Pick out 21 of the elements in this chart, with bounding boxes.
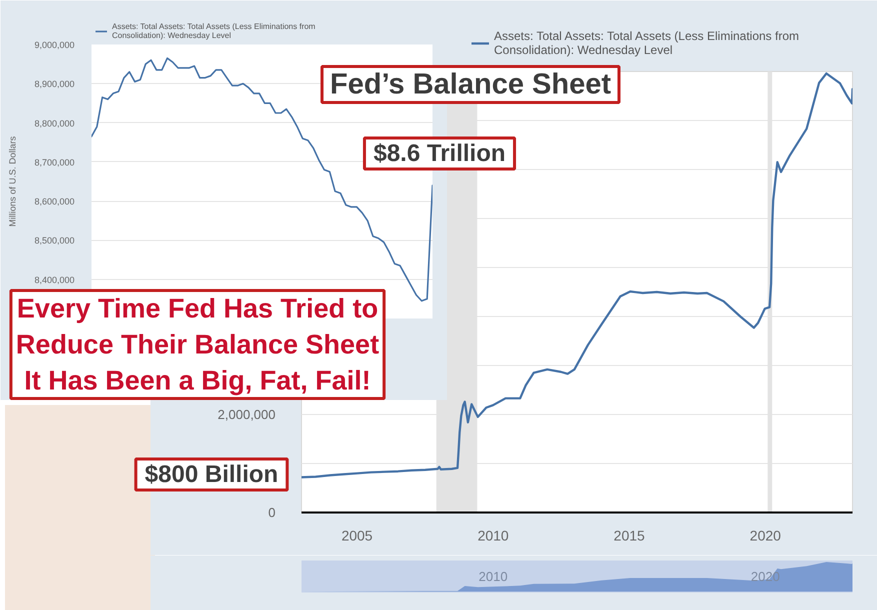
y-tick-label: 8,900,000 xyxy=(34,79,75,90)
y-tick-label: 8,600,000 xyxy=(34,196,75,207)
x-tick-label: 2010 xyxy=(478,569,508,584)
y-tick-label: 8,700,000 xyxy=(34,157,75,168)
annotation: Every Time Fed Has Tried to Reduce Their Balance Sheet It Has Been a Big, Fat, Fail! xyxy=(16,294,380,396)
y-tick-label: 8,500,000 xyxy=(34,236,75,246)
y-axis-title: Millions of U.S. Dollars xyxy=(7,136,18,227)
legend-label: Assets: Total Assets: Total Assets (Less Eliminations from Consolidation): Wednesday Level xyxy=(494,29,800,57)
x-tick-label: 2010 xyxy=(478,528,509,544)
annotation: $8.6 Trillion xyxy=(373,140,506,167)
y-tick-label: 0 xyxy=(268,505,276,520)
y-tick-label: 9,000,000 xyxy=(34,40,75,50)
x-tick-label: 2015 xyxy=(614,528,646,544)
text: $800 Billion xyxy=(144,461,278,488)
y-tick-label: 8,800,000 xyxy=(34,118,75,128)
y-tick-label: 8,400,000 xyxy=(34,274,75,285)
annotation: Fed’s Balance Sheet xyxy=(330,68,612,100)
legend-label: Assets: Total Assets: Total Assets (Less Eliminations from Consolidation): Wednesday Level xyxy=(112,22,316,40)
x-tick-label: 2005 xyxy=(341,528,373,544)
y-tick-label: 2,000,000 xyxy=(218,407,276,422)
x-tick-label: 2020 xyxy=(750,528,782,544)
